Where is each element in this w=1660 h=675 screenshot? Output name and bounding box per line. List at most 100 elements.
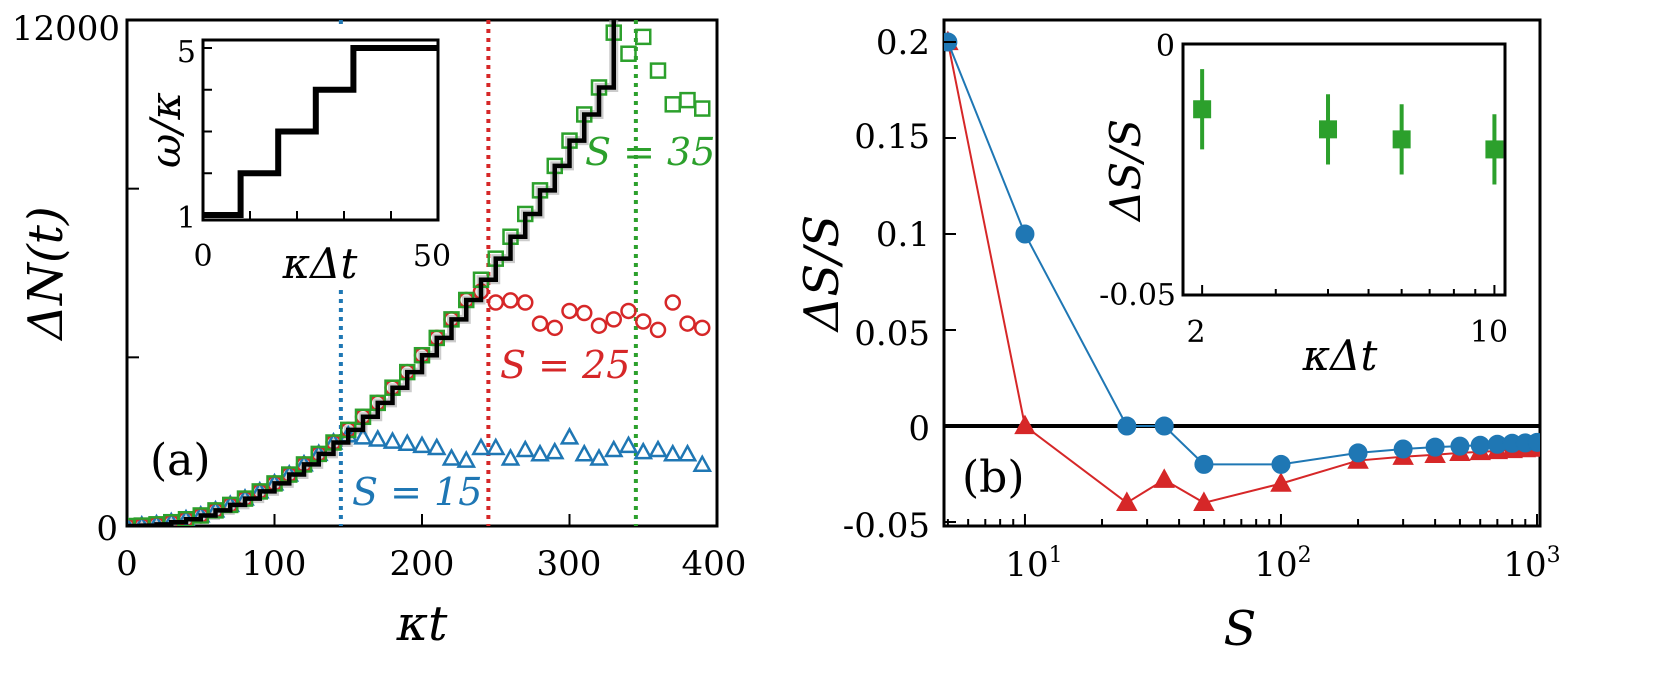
b-y-axis-title: ΔS/S — [794, 215, 850, 334]
a-xtick-0: 0 — [116, 544, 138, 584]
ib-xtick-1: 10 — [1470, 315, 1508, 350]
a-label-s25: S = 25 — [500, 343, 630, 387]
ib-xtick-0: 2 — [1186, 315, 1205, 350]
b-ytick-0: 0.2 — [876, 23, 930, 63]
a-series-1-point-34 — [620, 302, 637, 320]
a-series-1-point-36 — [649, 321, 667, 339]
a-series-1-point-39 — [694, 319, 711, 337]
a-series-0-point-25 — [485, 437, 506, 456]
b-series-1-point-3 — [1153, 468, 1175, 488]
ia-xtick-1: 50 — [413, 239, 451, 274]
b-series-1-point-1 — [1014, 414, 1036, 435]
b-series-1-point-4 — [1193, 491, 1215, 511]
a-ytick-0: 0 — [96, 509, 118, 549]
ia-staircase-line — [203, 45, 438, 218]
a-series-0-point-28 — [530, 443, 550, 462]
a-series-0-point-36 — [648, 439, 668, 458]
a-series-1-point-32 — [590, 317, 608, 334]
inset-b-plot-area — [1193, 69, 1504, 185]
a-series-0-point-22 — [441, 447, 462, 466]
b-xtick-10-3: 103 — [1503, 543, 1560, 585]
a-xtick-3: 300 — [537, 544, 602, 584]
b-series-1-point-5 — [1270, 472, 1292, 492]
b-series-0-point-1 — [1015, 224, 1035, 244]
a-ytick-1: 12000 — [12, 9, 120, 49]
a-series-0-point-35 — [633, 441, 654, 460]
b-ytick-5: -0.05 — [843, 506, 930, 546]
inset-a: 1 5 0 50 κΔt ω/κ — [141, 24, 451, 288]
inset-a-ticks — [202, 47, 439, 220]
a-panel-label: (a) — [150, 435, 211, 486]
a-series-2-point-39 — [694, 100, 711, 117]
a-series-1-point-33 — [605, 311, 622, 328]
ib-point-group-1 — [1319, 94, 1338, 165]
panel-a-ticks — [126, 19, 718, 527]
b-xtick-10-1: 101 — [1005, 543, 1062, 585]
a-series-0-point-23 — [456, 449, 477, 468]
inset-a-background — [150, 24, 450, 286]
a-label-s35: S = 35 — [585, 130, 715, 174]
a-series-2-point-34 — [620, 45, 637, 62]
b-panel-label: (b) — [962, 452, 1025, 503]
b-series-1-point-2 — [1116, 491, 1138, 511]
b-series-0-point-14 — [1527, 432, 1540, 452]
b-series-0-point-7 — [1393, 439, 1413, 459]
a-series-0-point-37 — [662, 443, 683, 462]
b-series-0-point-10 — [1470, 435, 1490, 455]
panel-b: 0.2 0.15 0.1 0.05 0 -0.05 101 102 103 S … — [794, 18, 1561, 657]
a-series-2-point-35 — [635, 28, 652, 46]
a-series-0-point-26 — [500, 447, 521, 466]
ib-ytick-0: 0 — [1156, 29, 1175, 64]
a-series-1-point-30 — [561, 302, 578, 320]
a-series-0-point-29 — [544, 441, 565, 460]
b-x-axis-title: S — [1224, 601, 1257, 657]
b-series-0-point-3 — [1154, 416, 1174, 436]
inset-a-plot-area — [203, 45, 438, 218]
a-series-0-point-20 — [412, 435, 432, 454]
a-series-1-point-27 — [517, 294, 534, 311]
ib-ytick-1: -0.05 — [1099, 278, 1176, 313]
ia-x-axis-title: κΔt — [282, 239, 358, 288]
ib-point-group-3 — [1485, 114, 1504, 185]
b-ytick-3: 0.05 — [854, 314, 930, 354]
a-xtick-4: 400 — [682, 544, 747, 584]
b-xtick-10-2: 102 — [1254, 543, 1311, 585]
b-series-0-point-4 — [1194, 454, 1214, 474]
a-reference-staircase — [127, 20, 616, 526]
ib-y-axis-title: ΔS/S — [1101, 119, 1150, 223]
ib-point-group-0 — [1193, 69, 1212, 150]
a-series-1-point-37 — [664, 294, 681, 311]
inset-b-frame — [1181, 42, 1507, 297]
a-series-0-point-38 — [677, 443, 698, 462]
inset-b-ticks — [1183, 43, 1496, 296]
a-label-s15: S = 15 — [352, 470, 482, 514]
ib-x-axis-title: κΔt — [1302, 331, 1378, 380]
ia-y-axis-title: ω/κ — [141, 92, 190, 168]
a-series-1-point-26 — [502, 292, 519, 309]
a-series-2-point-36 — [649, 62, 667, 79]
a-series-0-point-18 — [382, 431, 403, 449]
ib-point-0 — [1193, 100, 1212, 119]
a-series-0-point-30 — [559, 426, 580, 445]
ib-point-2 — [1392, 130, 1411, 149]
ib-point-3 — [1485, 140, 1504, 159]
panel-b-ticks — [944, 41, 1538, 526]
a-series-2-point-37 — [664, 96, 681, 113]
a-series-0-point-16 — [353, 426, 373, 445]
ia-ytick-0: 1 — [177, 201, 196, 236]
inset-b: 0 -0.05 2 10 κΔt ΔS/S — [1099, 29, 1508, 380]
a-series-0-point-32 — [589, 447, 609, 466]
a-xtick-1: 100 — [242, 544, 307, 584]
b-ytick-4: 0 — [908, 409, 930, 449]
a-series-1-point-25 — [487, 294, 504, 311]
a-series-1-point-38 — [679, 315, 696, 332]
ib-point-group-2 — [1392, 104, 1411, 175]
a-series-0-point-33 — [603, 439, 624, 458]
a-series-0-point-31 — [574, 443, 595, 462]
inset-a-frame — [201, 38, 440, 222]
panel-b-plot-area — [944, 30, 1540, 511]
a-series-1-point-31 — [576, 304, 593, 322]
a-series-1-point-29 — [546, 319, 563, 337]
a-series-0-point-19 — [397, 433, 418, 451]
